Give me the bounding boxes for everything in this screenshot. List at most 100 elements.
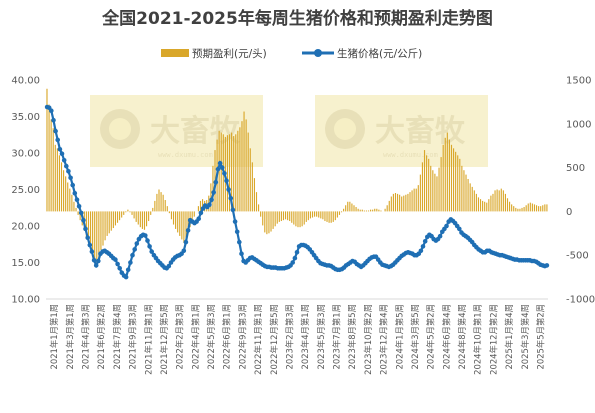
profit-bar xyxy=(392,193,394,212)
y-right-tick-label: 500 xyxy=(566,163,585,174)
price-point xyxy=(55,137,60,143)
profit-bar xyxy=(247,132,249,212)
profit-bar xyxy=(71,194,73,212)
profit-bar xyxy=(376,208,378,212)
profit-bar xyxy=(175,211,177,229)
price-point xyxy=(74,197,80,202)
profit-bar xyxy=(496,189,498,212)
x-tick-label: 2025年1月第4周 xyxy=(504,304,514,369)
profit-bar xyxy=(102,211,104,246)
profit-bar xyxy=(490,195,492,212)
price-point xyxy=(96,258,101,264)
profit-bar xyxy=(521,207,523,212)
profit-bar xyxy=(164,200,166,212)
profit-bar xyxy=(210,183,212,212)
profit-bar xyxy=(471,186,473,212)
profit-bar xyxy=(438,167,440,212)
profit-bar xyxy=(340,211,343,213)
price-point xyxy=(228,196,234,201)
profit-bar xyxy=(432,170,434,212)
profit-bar xyxy=(255,192,258,212)
price-point xyxy=(87,242,93,248)
profit-bar xyxy=(135,211,137,222)
price-point xyxy=(132,247,137,252)
profit-bar xyxy=(506,198,509,212)
price-point xyxy=(93,263,99,268)
y-left-tick-label: 35.00 xyxy=(11,112,40,123)
profit-bar xyxy=(73,201,75,212)
price-point xyxy=(185,228,191,233)
profit-bar xyxy=(301,211,303,227)
profit-bar xyxy=(158,189,160,212)
x-tick-label: 2023年5月第3周 xyxy=(316,304,326,369)
profit-bar xyxy=(191,211,193,222)
profit-bar xyxy=(239,127,241,212)
price-point xyxy=(66,169,71,174)
profit-bar xyxy=(332,211,334,222)
profit-bar xyxy=(293,211,295,225)
price-point xyxy=(59,151,65,156)
profit-bar xyxy=(519,208,521,212)
price-point xyxy=(290,260,296,265)
x-axis: 2021年1月第1周 2021年3月第1周 2021年4月第3周 2021年6月第2周… xyxy=(46,298,548,375)
profit-bar xyxy=(123,211,125,215)
profit-bar xyxy=(538,206,540,212)
profit-bar xyxy=(388,200,390,212)
profit-bar xyxy=(307,211,309,221)
profit-bar xyxy=(355,207,357,212)
profit-bar xyxy=(150,211,152,215)
x-tick-label: 2024年6月第4周 xyxy=(441,304,451,369)
legend-swatch-profit xyxy=(161,49,189,57)
profit-bar xyxy=(258,204,260,212)
profit-bar xyxy=(96,211,98,264)
x-tick-label: 2024年3月第5周 xyxy=(410,304,420,369)
price-point xyxy=(91,258,97,263)
profit-bar xyxy=(116,211,119,223)
profit-bar xyxy=(396,193,399,212)
profit-bar xyxy=(127,209,129,212)
y-right-tick-label: 1500 xyxy=(566,76,591,87)
x-tick-label: 2021年3月第1周 xyxy=(65,304,75,369)
profit-bar xyxy=(345,205,347,212)
profit-bar xyxy=(509,201,511,212)
price-point xyxy=(61,158,67,163)
price-point xyxy=(76,204,82,209)
profit-bar xyxy=(85,211,87,237)
price-point xyxy=(215,166,221,172)
profit-bar xyxy=(407,193,409,212)
profit-bar xyxy=(48,104,50,212)
profit-bar xyxy=(268,211,270,234)
profit-bar xyxy=(98,211,100,258)
profit-bar xyxy=(148,211,150,222)
price-point xyxy=(113,257,118,262)
profit-bar xyxy=(440,157,442,212)
profit-bar xyxy=(403,195,405,212)
y-axis-left: 10.00 15.00 20.00 25.00 30.00 35.00 40.00 xyxy=(11,76,40,306)
profit-bar xyxy=(517,208,519,212)
profit-bar xyxy=(58,155,61,212)
profit-bar xyxy=(133,211,135,219)
price-point xyxy=(49,108,54,113)
profit-bar xyxy=(359,209,361,212)
profit-bar xyxy=(311,211,314,218)
profit-bar xyxy=(374,208,376,212)
profit-bar xyxy=(220,132,222,212)
profit-bar xyxy=(129,211,131,213)
profit-bar xyxy=(504,193,506,212)
profit-bar xyxy=(94,211,96,261)
profit-bar xyxy=(139,211,141,228)
profit-bar xyxy=(276,211,278,224)
profit-bar xyxy=(193,211,195,217)
profit-bar xyxy=(177,211,179,233)
price-point xyxy=(117,266,122,271)
x-tick-label: 2023年12月第4周 xyxy=(379,304,389,375)
price-point xyxy=(230,207,236,213)
profit-bar xyxy=(303,211,305,225)
profit-bar xyxy=(502,190,504,212)
price-point xyxy=(89,249,95,254)
profit-bar xyxy=(452,148,455,212)
price-point xyxy=(72,190,78,196)
profit-bar xyxy=(201,199,204,212)
profit-bar xyxy=(365,210,368,212)
